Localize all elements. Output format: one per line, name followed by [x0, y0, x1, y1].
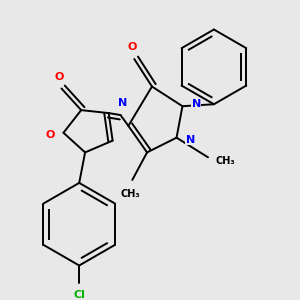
Text: CH₃: CH₃ — [216, 156, 236, 166]
Text: Cl: Cl — [73, 290, 85, 300]
Text: O: O — [45, 130, 54, 140]
Text: O: O — [128, 42, 137, 52]
Text: CH₃: CH₃ — [121, 189, 140, 199]
Text: N: N — [186, 135, 195, 145]
Text: O: O — [55, 72, 64, 82]
Text: N: N — [192, 99, 201, 109]
Text: N: N — [118, 98, 127, 108]
